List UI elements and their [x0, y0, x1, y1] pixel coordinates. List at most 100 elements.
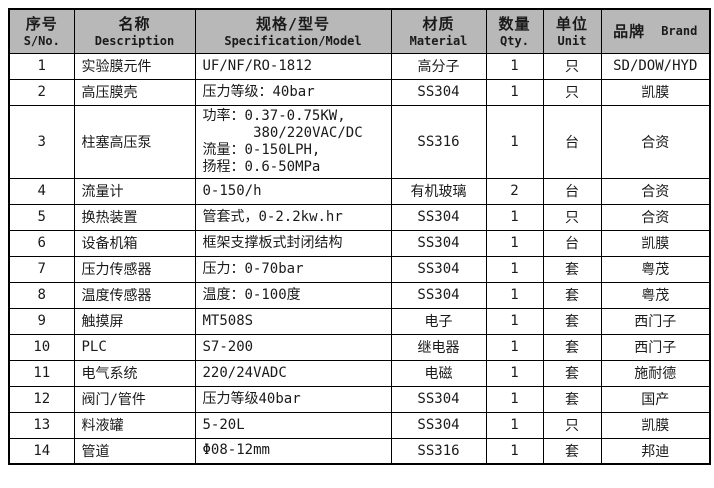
table-row: 3 柱塞高压泵 功率：0.37-0.75KW, 380/220VAC/DC 流量：0…: [8, 104, 711, 179]
cell-spec: 压力：0-70bar: [194, 255, 392, 283]
cell-sno: 3: [8, 104, 75, 179]
cell-qty: 1: [485, 52, 544, 80]
cell-material: 电子: [390, 307, 487, 335]
cell-description: 温度传感器: [73, 281, 196, 309]
cell-qty: 1: [485, 411, 544, 439]
header-sno-en: S/No.: [23, 33, 60, 48]
cell-qty: 1: [485, 333, 544, 361]
header-unit: 单位 Unit: [542, 8, 602, 54]
cell-unit: 台: [542, 177, 602, 205]
header-description-en: Description: [94, 33, 175, 48]
spec-table: 序号 S/No. 名称 Description 规格/型号 Specification/M…: [8, 8, 711, 465]
cell-sno: 8: [8, 281, 75, 309]
cell-material: SS304: [390, 411, 487, 439]
header-description: 名称 Description: [73, 8, 196, 54]
cell-description: 阀门/管件: [73, 385, 196, 413]
cell-brand: 合资: [600, 177, 711, 205]
table-row: 9 触摸屏 MT508S 电子 1 套西门子: [8, 307, 711, 335]
table-row: 14 管道 Φ08-12mm SS316 1 套邦迪: [8, 437, 711, 465]
cell-material: SS304: [390, 281, 487, 309]
cell-spec: Φ08-12mm: [194, 437, 392, 465]
cell-unit: 套: [542, 255, 602, 283]
cell-qty: 2: [485, 177, 544, 205]
header-material-en: Material: [409, 33, 468, 48]
table-row: 11 电气系统 220/24VADC 电磁 1 套施耐德: [8, 359, 711, 387]
cell-unit: 台: [542, 104, 602, 179]
cell-brand: 邦迪: [600, 437, 711, 465]
cell-material: 高分子: [390, 52, 487, 80]
cell-sno: 4: [8, 177, 75, 205]
header-sno-zh: 序号: [25, 14, 58, 33]
table-row: 7 压力传感器 压力：0-70bar SS304 1 套粤茂: [8, 255, 711, 283]
cell-material: 有机玻璃: [390, 177, 487, 205]
cell-description: PLC: [73, 333, 196, 361]
cell-material: SS316: [390, 104, 487, 179]
cell-material: 电磁: [390, 359, 487, 387]
header-qty: 数量 Qty.: [485, 8, 544, 54]
cell-qty: 1: [485, 307, 544, 335]
cell-spec: 温度：0-100度: [194, 281, 392, 309]
cell-description: 电气系统: [73, 359, 196, 387]
cell-unit: 套: [542, 281, 602, 309]
cell-material: SS304: [390, 229, 487, 257]
table-header: 序号 S/No. 名称 Description 规格/型号 Specification/M…: [8, 8, 711, 54]
cell-qty: 1: [485, 281, 544, 309]
table-row: 4 流量计 0-150/h 有机玻璃 2 台合资: [8, 177, 711, 205]
cell-brand: 施耐德: [600, 359, 711, 387]
cell-qty: 1: [485, 203, 544, 231]
cell-spec: 5-20L: [194, 411, 392, 439]
cell-sno: 13: [8, 411, 75, 439]
table-row: 2 高压膜壳 压力等级：40bar SS304 1 只凯膜: [8, 78, 711, 106]
cell-spec: S7-200: [194, 333, 392, 361]
cell-unit: 套: [542, 359, 602, 387]
cell-spec: 压力等级40bar: [194, 385, 392, 413]
cell-spec: 0-150/h: [194, 177, 392, 205]
cell-sno: 9: [8, 307, 75, 335]
cell-material: 继电器: [390, 333, 487, 361]
cell-unit: 只: [542, 78, 602, 106]
cell-qty: 1: [485, 78, 544, 106]
header-spec-zh: 规格/型号: [255, 14, 331, 33]
header-material-zh: 材质: [422, 14, 455, 33]
table-row: 6 设备机箱 框架支撑板式封闭结构 SS304 1 台凯膜: [8, 229, 711, 257]
table-row: 10 PLC S7-200 继电器 1 套西门子: [8, 333, 711, 361]
cell-brand: 凯膜: [600, 229, 711, 257]
header-unit-zh: 单位: [555, 14, 588, 33]
cell-description: 压力传感器: [73, 255, 196, 283]
cell-qty: 1: [485, 359, 544, 387]
header-row: 序号 S/No. 名称 Description 规格/型号 Specification/M…: [8, 8, 711, 54]
header-material: 材质 Material: [390, 8, 487, 54]
cell-sno: 2: [8, 78, 75, 106]
cell-brand: 粤茂: [600, 255, 711, 283]
cell-qty: 1: [485, 104, 544, 179]
cell-brand: 凯膜: [600, 78, 711, 106]
header-brand: 品牌 Brand: [600, 8, 711, 54]
cell-unit: 套: [542, 333, 602, 361]
cell-sno: 5: [8, 203, 75, 231]
cell-material: SS304: [390, 203, 487, 231]
cell-material: SS304: [390, 385, 487, 413]
cell-description: 高压膜壳: [73, 78, 196, 106]
cell-sno: 12: [8, 385, 75, 413]
cell-unit: 套: [542, 437, 602, 465]
cell-brand: 粤茂: [600, 281, 711, 309]
cell-description: 料液罐: [73, 411, 196, 439]
header-sno: 序号 S/No.: [8, 8, 75, 54]
equipment-spec-table-container: 序号 S/No. 名称 Description 规格/型号 Specification/M…: [8, 8, 711, 465]
header-qty-en: Qty.: [500, 33, 529, 48]
header-brand-en: Brand: [661, 24, 698, 38]
cell-sno: 6: [8, 229, 75, 257]
cell-description: 设备机箱: [73, 229, 196, 257]
cell-brand: 西门子: [600, 333, 711, 361]
cell-unit: 只: [542, 203, 602, 231]
cell-brand: 合资: [600, 203, 711, 231]
cell-spec: 框架支撑板式封闭结构: [194, 229, 392, 257]
cell-brand: SD/DOW/HYD: [600, 52, 711, 80]
cell-spec: 压力等级：40bar: [194, 78, 392, 106]
header-description-zh: 名称: [118, 14, 151, 33]
table-row: 12 阀门/管件 压力等级40bar SS304 1 套国产: [8, 385, 711, 413]
cell-unit: 只: [542, 411, 602, 439]
cell-description: 实验膜元件: [73, 52, 196, 80]
header-brand-zh: 品牌: [613, 22, 646, 41]
cell-material: SS304: [390, 255, 487, 283]
